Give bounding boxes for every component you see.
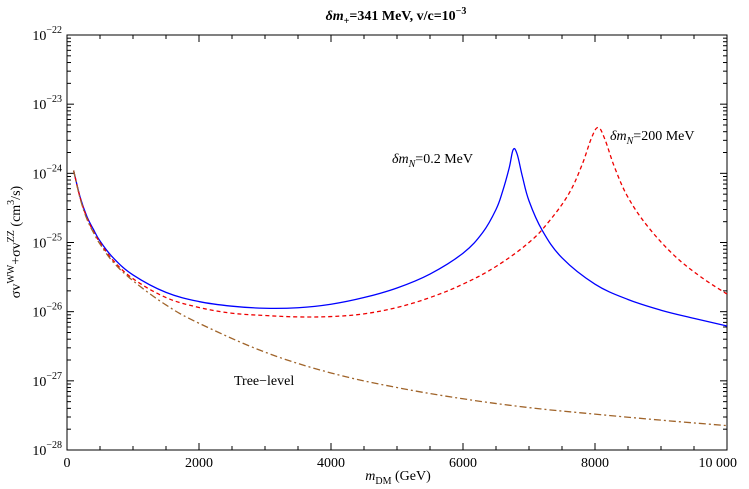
series-label-red-sub: N [626,136,635,147]
y-tick-label: 10−24 [32,163,62,182]
y-label-unit-end: /s) [9,185,24,199]
y-tick-label: 10−27 [32,371,62,390]
x-axis-label-rest: (GeV) [391,469,431,484]
y-tick-label: 10−23 [32,94,62,113]
y-tick-label: 10−22 [32,25,62,44]
y-label-a: σv [9,284,24,299]
y-label-b-sup: ZZ [6,230,17,242]
series-line-red [72,126,728,318]
y-tick-label: 10−26 [32,302,62,321]
y-tick-label: 10−25 [32,233,62,252]
x-tick-label: 0 [64,456,71,471]
y-label-a-sup: WW [6,264,17,283]
series-line-tree-level [72,170,728,427]
series-line-blue [72,147,728,327]
y-tick-label: 10−28 [32,440,62,459]
axis-ticks [66,34,728,451]
y-axis-label: σvWW+σvZZ (cm3/s) [6,185,24,298]
series-lines [72,126,728,427]
axis-tick-labels: 0 2000 4000 6000 8000 10 000 10−28 10−27 10−26 10… [32,25,737,471]
series-label-blue-rest: =0.2 MeV [415,152,473,167]
title-exp: −3 [456,6,467,17]
x-tick-label: 6000 [449,456,477,471]
x-axis-label-main: m [365,469,375,484]
y-label-unit: (cm [9,205,24,230]
x-tick-label: 4000 [317,456,345,471]
series-label-red: δmN=200 MeV [610,129,694,147]
title-prefix: δm [326,9,344,24]
y-label-unit-sup: 3 [6,200,17,205]
series-label-tree: Tree−level [234,374,294,389]
x-axis-label: mDM (GeV) [365,469,431,487]
series-label-blue: δmN=0.2 MeV [392,152,473,170]
title-middle: =341 MeV, v/c=10 [349,9,455,24]
series-label-red-main: δm [610,129,627,144]
series-label-blue-sub: N [408,159,417,170]
x-tick-label: 8000 [581,456,609,471]
x-tick-label: 2000 [185,456,213,471]
series-label-blue-main: δm [392,152,409,167]
x-tick-label: 10 000 [699,456,738,471]
y-label-plus: +σv [9,242,24,264]
chart-title: δm+=341 MeV, v/c=10−3 [326,6,467,27]
series-label-red-rest: =200 MeV [633,129,694,144]
title-prefix-sub: + [344,16,350,27]
x-axis-label-sub: DM [375,476,391,487]
